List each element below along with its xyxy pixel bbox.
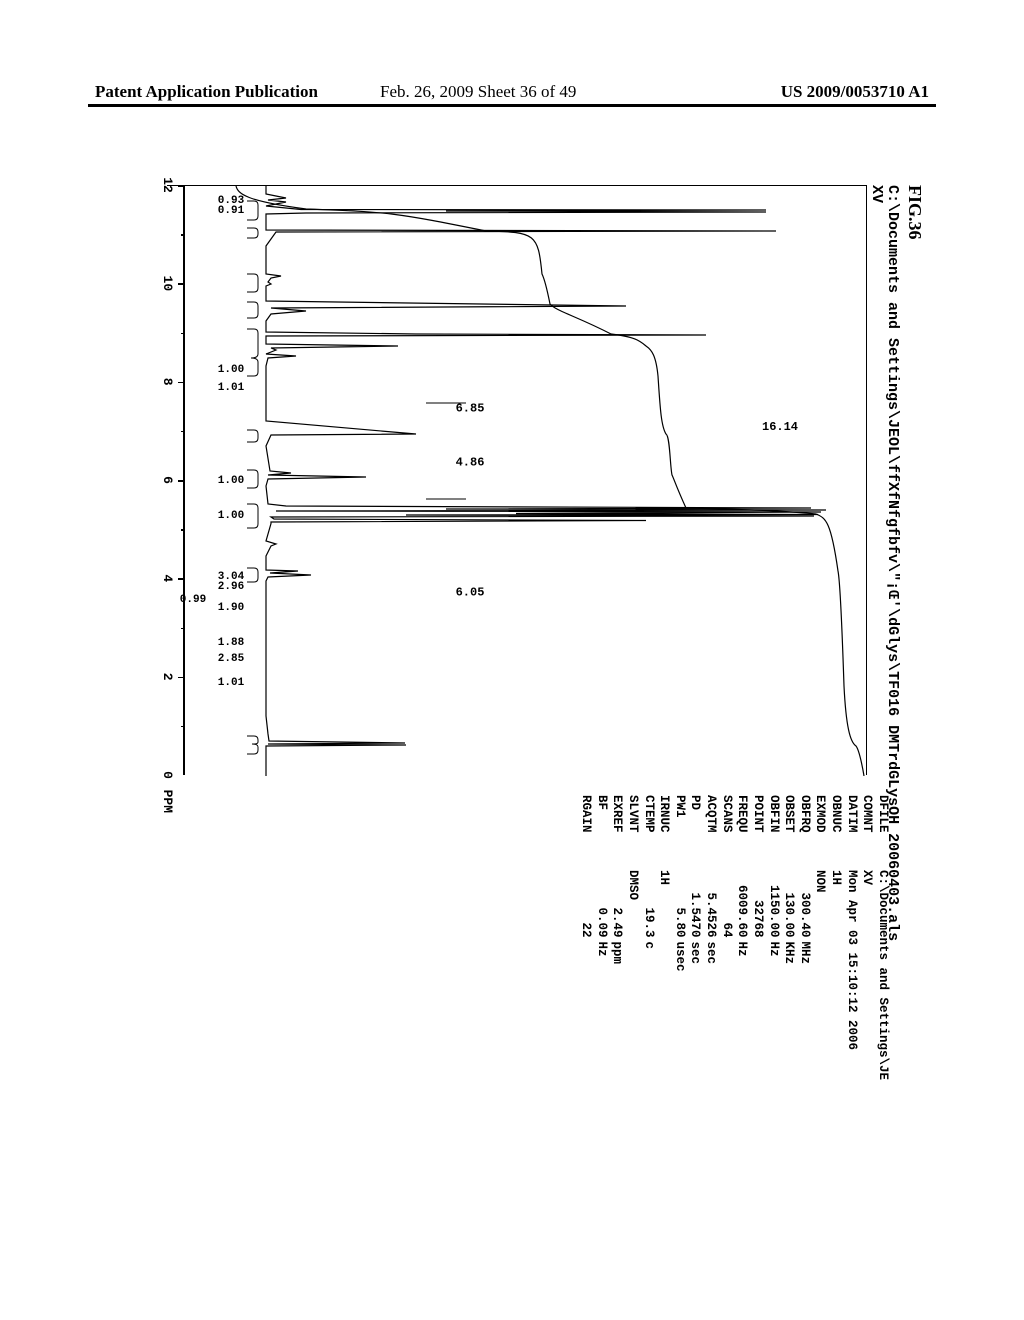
param-unit: c [640,942,656,950]
param-row: PD 1.5470 sec [687,795,703,1080]
param-row: POINT 32768 [749,795,765,1080]
param-row: EXMODNON [812,795,828,1080]
param-key: OBSET [781,795,797,870]
param-unit: Hz [593,942,609,957]
figure-label: FIG.36 [904,185,925,240]
param-key: PW1 [671,795,687,870]
param-key: OBNUC [828,795,844,870]
param-row: OBSET 130.00 KHz [781,795,797,1080]
param-key: OBFIN [765,795,781,870]
param-row: DFILEC:\Documents and Settings\JE [874,795,890,1080]
param-row: DATIMMon Apr 03 15:10:12 2006 [843,795,859,1080]
param-row: PW1 5.80 usec [671,795,687,1080]
peak-area-label: 6.05 [456,586,485,600]
param-value: NON [812,870,828,893]
param-value: 2.49 [609,870,625,938]
param-value: 32768 [749,870,765,938]
param-key: EXMOD [812,795,828,870]
header-right: US 2009/0053710 A1 [781,82,929,102]
param-key: POINT [749,795,765,870]
param-row: SLVNTDMSO [624,795,640,1080]
param-value: 1.5470 [687,870,703,938]
param-row: EXREF 2.49 ppm [609,795,625,1080]
param-unit: usec [671,942,687,972]
strong-peak-labels: 16.14 6.85 4.86 6.05 [167,185,867,775]
param-row: OBFIN 1150.00 Hz [765,795,781,1080]
param-key: CTEMP [640,795,656,870]
param-row: IRNUC1H [656,795,672,1080]
page-header: Patent Application Publication Feb. 26, … [95,82,929,102]
param-value: 1H [828,870,844,885]
header-left: Patent Application Publication [95,82,318,102]
param-value: DMSO [624,870,640,900]
param-key: IRNUC [656,795,672,870]
param-value: 5.4526 [703,870,719,938]
param-value: 300.40 [796,870,812,938]
param-value: XV [859,870,875,885]
param-key: FREQU [734,795,750,870]
param-value: 130.00 [781,870,797,938]
param-unit: Hz [734,942,750,957]
param-key: BF [593,795,609,870]
axis-unit: PPM [160,790,175,813]
peak-area-label: 6.85 [456,401,485,415]
param-unit: ppm [609,942,625,965]
param-key: ACQTM [703,795,719,870]
param-key: EXREF [609,795,625,870]
param-value: 1H [656,870,672,885]
param-value: 5.80 [671,870,687,938]
param-value: Mon Apr 03 15:10:12 2006 [843,870,859,1050]
param-row: FREQU 6009.60 Hz [734,795,750,1080]
figure-wrapper: FIG.36 C:\Documents and Settings\JEOL\ff… [105,155,925,1235]
param-value: 6009.60 [734,870,750,938]
param-key: RGAIN [578,795,594,870]
param-value: 19.3 [640,870,656,938]
header-rule [88,104,936,107]
param-row: SCANS 64 [718,795,734,1080]
param-key: DATIM [843,795,859,870]
figure-content: FIG.36 C:\Documents and Settings\JEOL\ff… [105,155,925,1235]
param-row: CTEMP 19.3 c [640,795,656,1080]
param-unit: sec [703,942,719,965]
param-row: OBNUC1H [828,795,844,1080]
param-key: SLVNT [624,795,640,870]
param-unit: sec [687,942,703,965]
page: Patent Application Publication Feb. 26, … [0,0,1024,1320]
peak-area-label: 4.86 [456,455,485,469]
param-row: ACQTM 5.4526 sec [703,795,719,1080]
param-value: C:\Documents and Settings\JE [874,870,890,1080]
param-unit: KHz [781,942,797,965]
param-key: SCANS [718,795,734,870]
param-unit: MHz [796,942,812,965]
param-row: RGAIN 22 [578,795,594,1080]
param-unit: Hz [765,942,781,957]
param-value: 0.09 [593,870,609,938]
param-key: DFILE [874,795,890,870]
param-key: OBFRQ [796,795,812,870]
param-row: COMNTXV [859,795,875,1080]
param-key: COMNT [859,795,875,870]
param-value: 64 [718,870,734,938]
param-row: OBFRQ 300.40 MHz [796,795,812,1080]
param-key: PD [687,795,703,870]
parameter-table: DFILEC:\Documents and Settings\JECOMNTXV… [578,795,891,1080]
peak-area-label: 16.14 [762,420,798,434]
filepath-line-b: XV [868,185,885,203]
header-center: Feb. 26, 2009 Sheet 36 of 49 [380,82,576,102]
param-value: 1150.00 [765,870,781,938]
param-row: BF 0.09 Hz [593,795,609,1080]
param-value: 22 [578,870,594,938]
